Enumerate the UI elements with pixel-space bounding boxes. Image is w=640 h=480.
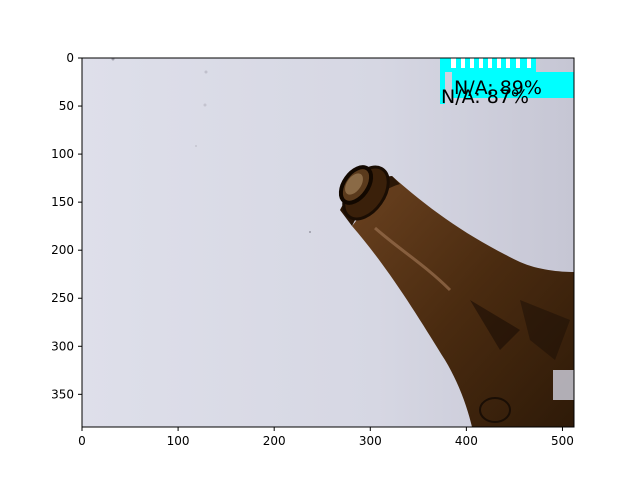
y-axis: 0 50 100 150 200 250 300 350: [51, 51, 82, 401]
photo: N/A: 87% N/A: 89%: [82, 58, 574, 427]
detection-box-frame: [440, 58, 445, 104]
bottle-opening-inner: [345, 173, 363, 195]
bottle-body: [352, 176, 574, 427]
speck: [195, 145, 197, 147]
speck: [111, 58, 115, 61]
x-tick-label: 400: [455, 434, 478, 448]
bottle-highlight: [520, 300, 570, 360]
x-tick-label: 300: [359, 434, 382, 448]
bottle-highlight: [470, 300, 520, 350]
y-tick-label: 150: [51, 195, 74, 209]
x-tick-label: 100: [167, 434, 190, 448]
y-tick-label: 100: [51, 147, 74, 161]
bottle-highlight: [374, 226, 452, 292]
detection-overlay: N/A: 87% N/A: 89%: [440, 58, 574, 108]
bottle-highlight: [479, 397, 511, 423]
x-tick-label: 200: [263, 434, 286, 448]
y-tick-label: 350: [51, 387, 74, 401]
y-tick-label: 50: [59, 99, 74, 113]
speck: [204, 70, 208, 74]
y-tick-label: 200: [51, 243, 74, 257]
speck: [309, 231, 311, 233]
x-tick-label: 500: [551, 434, 574, 448]
x-tick-label: 0: [78, 434, 86, 448]
y-tick-label: 250: [51, 291, 74, 305]
y-tick-label: 0: [66, 51, 74, 65]
axes-frame: [81, 57, 575, 428]
detection-label-2: N/A: 87%: [441, 86, 529, 108]
y-tick-label: 300: [51, 339, 74, 353]
comb-teeth: [451, 58, 531, 68]
bottle-reflection: [553, 370, 574, 400]
speck: [203, 103, 207, 107]
detection-label-box: [452, 72, 574, 98]
x-axis: 0 100 200 300 400 500: [78, 427, 574, 448]
detection-label-1: N/A: 89%: [454, 77, 542, 99]
